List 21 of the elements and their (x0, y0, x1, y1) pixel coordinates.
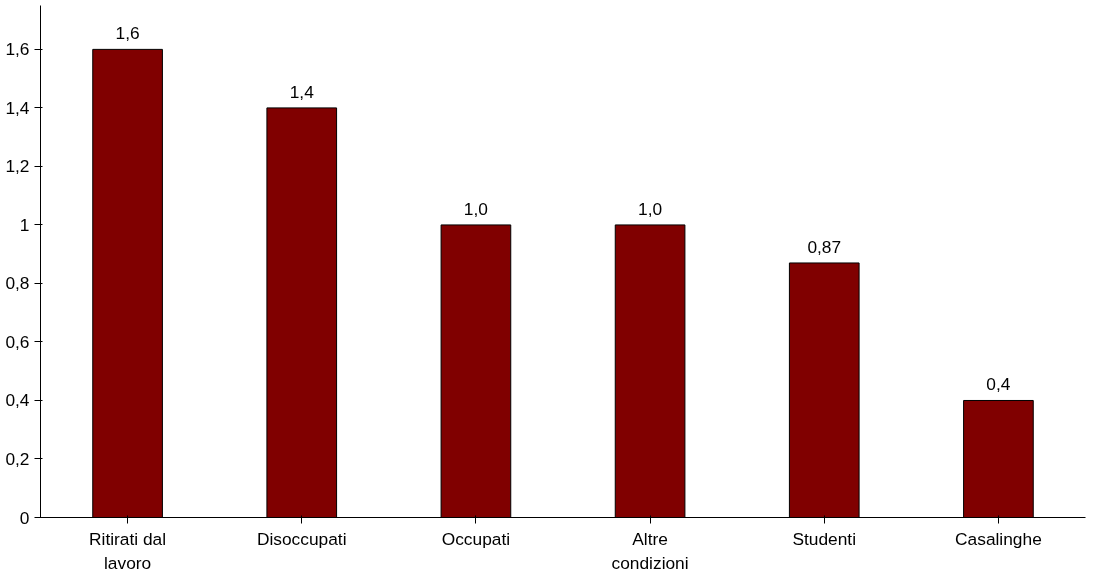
y-tick-label: 1 (19, 214, 30, 235)
y-tick-label: 0,6 (5, 331, 30, 352)
x-tick-label: Disoccupati (256, 528, 347, 549)
x-tick-label: Ritirati dal lavoro (89, 528, 167, 573)
x-tick-label: Casalinghe (955, 528, 1042, 549)
y-tick-label: 1,6 (5, 39, 30, 60)
y-tick-label: 0,4 (5, 390, 30, 411)
data-label: 1,6 (115, 23, 140, 44)
x-tick-label: Altre condizioni (611, 528, 689, 573)
data-label: 0,4 (986, 374, 1011, 395)
data-label: 1,0 (463, 198, 488, 219)
x-tick-label: Occupati (441, 528, 511, 549)
data-label: 1,0 (638, 198, 663, 219)
data-label: 1,4 (289, 81, 315, 102)
x-tick-label: Studenti (792, 528, 857, 549)
data-label: 0,87 (807, 236, 842, 257)
y-tick-label: 1,2 (5, 156, 30, 177)
y-tick-label: 1,4 (5, 97, 30, 118)
y-tick-label: 0 (19, 507, 30, 528)
y-tick-label: 0,2 (5, 448, 30, 469)
y-tick-label: 0,8 (5, 273, 30, 294)
